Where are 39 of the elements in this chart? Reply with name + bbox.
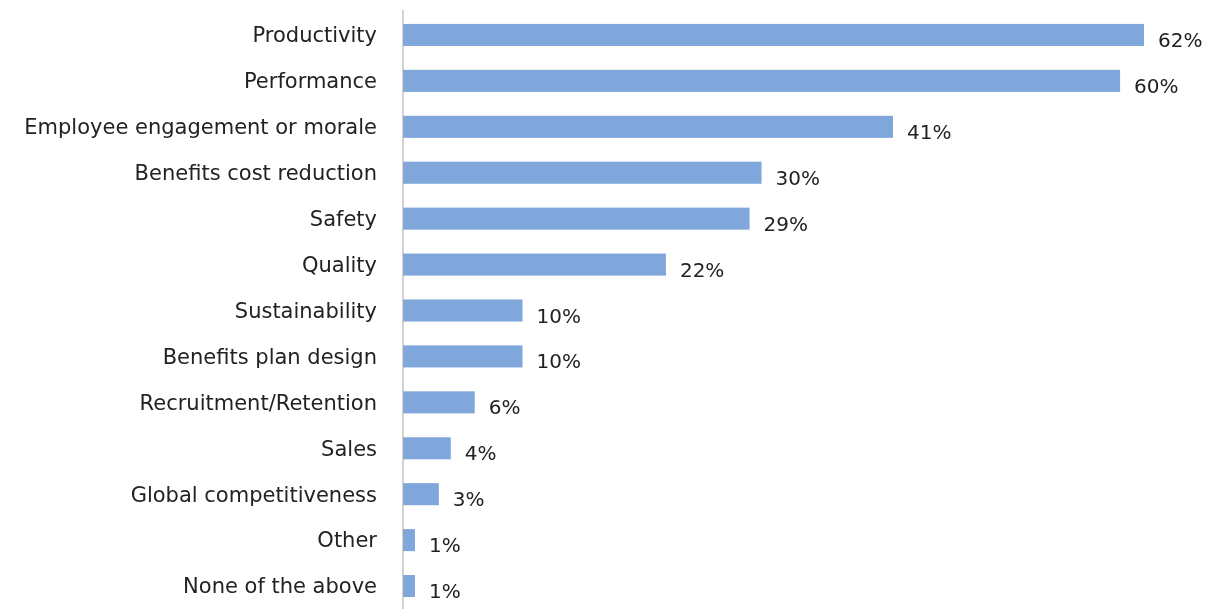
data-label: 60%	[1134, 73, 1179, 98]
bar	[403, 345, 523, 368]
bar	[403, 23, 1144, 46]
bar	[403, 115, 894, 138]
data-label: 10%	[536, 349, 581, 374]
bar	[403, 529, 415, 552]
y-tick-label: Recruitment/Retention	[139, 390, 377, 415]
bar	[403, 69, 1121, 92]
y-tick-label: Safety	[309, 207, 377, 231]
bar	[403, 207, 750, 230]
y-tick-label: Productivity	[252, 23, 377, 48]
y-tick-label: Sales	[321, 436, 377, 461]
data-label: 3%	[452, 487, 485, 512]
y-tick-label: Benefits plan design	[162, 344, 377, 369]
y-tick-label: None of the above	[183, 574, 377, 599]
y-tick-label: Sustainability	[234, 298, 377, 323]
data-label: 22%	[679, 257, 725, 282]
y-tick-label: Other	[317, 528, 378, 553]
bar	[403, 299, 523, 322]
data-label: 4%	[464, 441, 497, 466]
y-tick-label: Performance	[243, 69, 377, 94]
y-tick-label: Quality	[301, 252, 377, 277]
data-label: 62%	[1158, 27, 1203, 52]
y-tick-label: Employee engagement or morale	[24, 115, 377, 140]
bar	[403, 483, 439, 506]
y-tick-label: Global competitiveness	[130, 482, 377, 507]
bar	[403, 253, 666, 276]
data-label: 29%	[763, 211, 809, 236]
data-label: 6%	[488, 395, 521, 420]
data-label: 30%	[775, 165, 820, 190]
bar	[403, 161, 762, 184]
bar	[403, 437, 451, 460]
data-label: 10%	[536, 303, 581, 328]
y-tick-label: Benefits cost reduction	[134, 161, 377, 186]
bar	[403, 575, 415, 598]
data-label: 1%	[428, 533, 461, 558]
data-label: 41%	[907, 119, 952, 144]
bar	[403, 391, 475, 414]
data-label: 1%	[428, 579, 461, 604]
